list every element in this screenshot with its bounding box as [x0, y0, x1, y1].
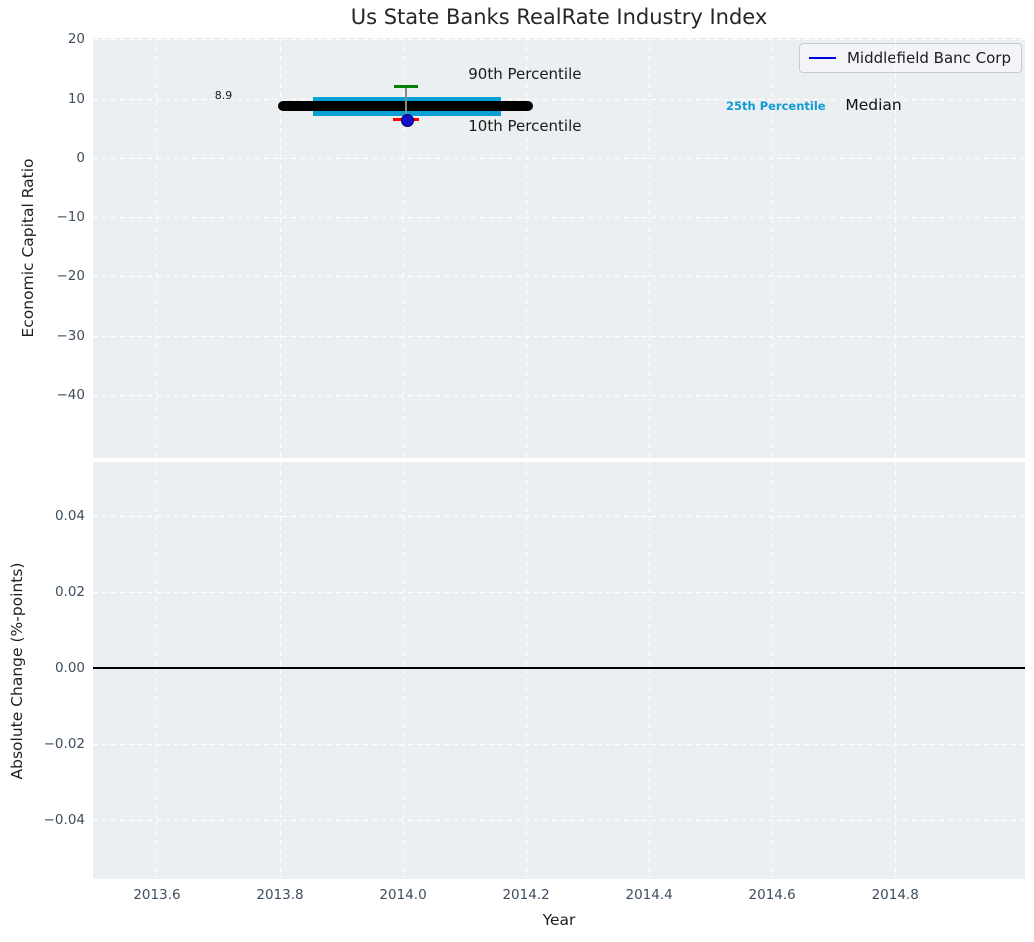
x-axis-label: Year [542, 911, 576, 929]
x-tick-label: 2014.4 [625, 887, 673, 903]
y-tick-label: 10 [67, 90, 85, 107]
gridline-vertical [279, 38, 281, 458]
x-tick-label: 2014.0 [379, 887, 427, 903]
gridline-horizontal [93, 515, 1025, 517]
gridline-horizontal [93, 394, 1025, 396]
y-tick-label: 0 [76, 149, 85, 166]
gridline-vertical [894, 38, 896, 458]
y-tick-label: −0.02 [43, 736, 85, 753]
legend-label: Middlefield Banc Corp [846, 49, 1011, 67]
x-tick-label: 2014.8 [871, 887, 919, 903]
errorbar-line [405, 86, 407, 119]
legend-line-sample-icon [808, 56, 836, 60]
gridline-vertical [156, 38, 158, 458]
bottom-axes-absolute-change [93, 462, 1025, 879]
marker-middlefield-banc-corp [400, 114, 414, 128]
chart-title: Us State Banks RealRate Industry Index [350, 5, 768, 29]
y-tick-label: −10 [56, 209, 86, 226]
top-y-axis-label: Economic Capital Ratio [19, 158, 37, 338]
gridline-horizontal [93, 276, 1025, 278]
annotation-25th-percentile: 25th Percentile [726, 98, 826, 113]
gridline-vertical [156, 462, 158, 879]
gridline-vertical [402, 462, 404, 879]
gridline-horizontal [93, 157, 1025, 159]
gridline-vertical [648, 38, 650, 458]
gridline-vertical [771, 462, 773, 879]
annotation-10th-percentile: 10th Percentile [468, 116, 582, 135]
y-tick-label: 0.04 [54, 507, 85, 524]
gridline-vertical [279, 462, 281, 879]
y-tick-label: 0.00 [54, 659, 85, 676]
x-tick-label: 2013.6 [133, 887, 181, 903]
annotation-8-9: 8.9 [214, 88, 233, 102]
gridline-horizontal [93, 335, 1025, 337]
legend: Middlefield Banc Corp [798, 43, 1022, 73]
gridline-vertical [648, 462, 650, 879]
errorbar-cap-90th-percentile [394, 84, 419, 88]
gridline-horizontal [93, 39, 1025, 41]
gridline-horizontal [93, 744, 1025, 746]
annotation-90th-percentile: 90th Percentile [468, 65, 582, 84]
bottom-y-axis-label: Absolute Change (%-points) [8, 562, 26, 780]
gridline-vertical [402, 38, 404, 458]
y-tick-label: 0.02 [54, 583, 85, 600]
x-tick-label: 2014.2 [502, 887, 550, 903]
y-tick-label: −0.04 [43, 812, 85, 829]
gridline-vertical [771, 38, 773, 458]
gridline-horizontal [93, 98, 1025, 100]
y-tick-label: −30 [56, 327, 86, 344]
x-tick-label: 2014.6 [748, 887, 796, 903]
gridline-vertical [525, 38, 527, 458]
series-zero-change-baseline-line [93, 667, 1025, 670]
y-tick-label: −40 [56, 386, 86, 403]
y-tick-label: 20 [67, 31, 85, 48]
gridline-horizontal [93, 591, 1025, 593]
top-axes-economic-capital-ratio: Middlefield Banc Corp 8.9 90th Percentile… [93, 38, 1025, 458]
gridline-horizontal [93, 217, 1025, 219]
gridline-vertical [894, 462, 896, 879]
gridline-horizontal [93, 820, 1025, 822]
gridline-vertical [525, 462, 527, 879]
x-tick-label: 2013.8 [256, 887, 304, 903]
y-tick-label: −20 [56, 268, 86, 285]
annotation-median: Median [845, 95, 902, 114]
